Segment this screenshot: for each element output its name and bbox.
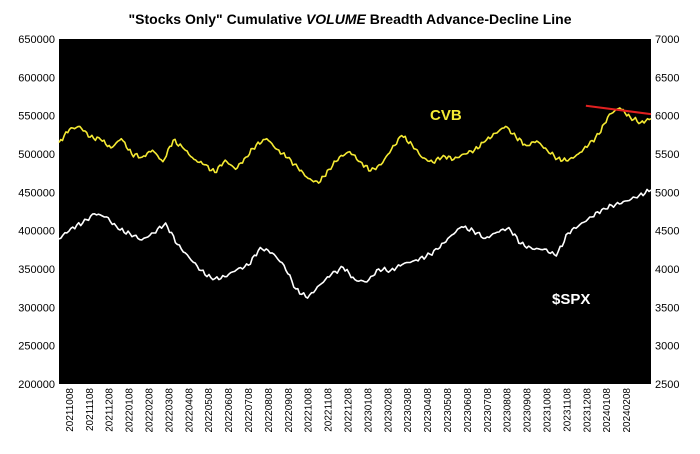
right-axis-tick-label: 5500 — [655, 149, 679, 161]
x-axis-tick-label: 20220508 — [204, 388, 215, 433]
x-axis-tick-label: 20220408 — [184, 388, 195, 433]
x-axis-tick-label: 20230308 — [403, 388, 414, 433]
title-part: "Stocks Only" Cumulative — [129, 11, 306, 27]
chart-title: "Stocks Only" Cumulative VOLUME Breadth … — [129, 11, 572, 27]
x-axis-tick-label: 20230508 — [443, 388, 454, 433]
cvb-series-line — [58, 107, 652, 184]
x-axis-tick-label: 20220708 — [244, 388, 255, 433]
x-axis-tick-label: 20211008 — [65, 388, 76, 432]
left-axis-tick-label: 250000 — [18, 341, 55, 353]
x-axis-tick-label: 20221008 — [304, 388, 315, 433]
x-axis-tick-label: 20221208 — [344, 388, 355, 433]
x-axis-tick-label: 20231108 — [562, 388, 573, 432]
left-axis-tick-label: 300000 — [18, 302, 55, 314]
cvb-trendline — [585, 104, 652, 116]
right-axis-tick-label: 4000 — [655, 264, 679, 276]
x-axis-tick-label: 20231008 — [543, 388, 554, 433]
spx-annotation: $SPX — [552, 291, 590, 308]
left-axis-tick-label: 200000 — [18, 379, 55, 391]
x-axis-tick-label: 20220608 — [224, 388, 235, 433]
left-axis-tick-label: 500000 — [18, 149, 55, 161]
x-axis-tick-label: 20240108 — [602, 388, 613, 433]
x-axis-tick-label: 20220308 — [164, 388, 175, 433]
right-axis-tick-label: 5000 — [655, 187, 679, 199]
left-axis-tick-label: 400000 — [18, 226, 55, 238]
title-part-italic: VOLUME — [306, 11, 367, 27]
left-axis-tick-label: 350000 — [18, 264, 55, 276]
x-axis-tick-label: 20220108 — [125, 388, 136, 433]
right-axis-tick-label: 2500 — [655, 379, 679, 391]
x-axis-tick-label: 20220208 — [145, 388, 156, 433]
x-axis-tick-label: 20240208 — [622, 388, 633, 433]
x-axis-tick-label: 20230808 — [503, 388, 514, 433]
left-axis-tick-label: 450000 — [18, 187, 55, 199]
x-axis-tick-label: 20220908 — [284, 388, 295, 433]
x-axis-tick-label: 20230208 — [383, 388, 394, 433]
right-axis-tick-label: 3000 — [655, 341, 679, 353]
left-axis-tick-label: 600000 — [18, 72, 55, 84]
title-part: Breadth Advance-Decline Line — [366, 11, 572, 27]
left-axis-tick-label: 650000 — [18, 34, 55, 46]
right-axis-tick-label: 6500 — [655, 72, 679, 84]
x-axis-tick-label: 20230608 — [463, 388, 474, 433]
x-axis-tick-label: 20211208 — [105, 388, 116, 432]
plot-area — [59, 39, 651, 384]
right-axis-tick-label: 4500 — [655, 226, 679, 238]
x-axis-tick-label: 20230708 — [483, 388, 494, 433]
x-axis-tick-label: 20230908 — [523, 388, 534, 433]
x-axis-tick-label: 20221108 — [324, 388, 335, 432]
x-axis-tick-label: 20211108 — [85, 388, 96, 431]
right-axis-tick-label: 7000 — [655, 34, 679, 46]
spx-series-line — [58, 188, 652, 299]
x-axis-tick-label: 20230108 — [363, 388, 374, 433]
right-axis-tick-label: 3500 — [655, 302, 679, 314]
left-axis-tick-label: 550000 — [18, 111, 55, 123]
x-axis-tick-label: 20230408 — [423, 388, 434, 433]
cvb-annotation: CVB — [430, 107, 462, 124]
right-axis-tick-label: 6000 — [655, 111, 679, 123]
x-axis-tick-label: 20231208 — [582, 388, 593, 433]
x-axis-tick-label: 20220808 — [264, 388, 275, 433]
